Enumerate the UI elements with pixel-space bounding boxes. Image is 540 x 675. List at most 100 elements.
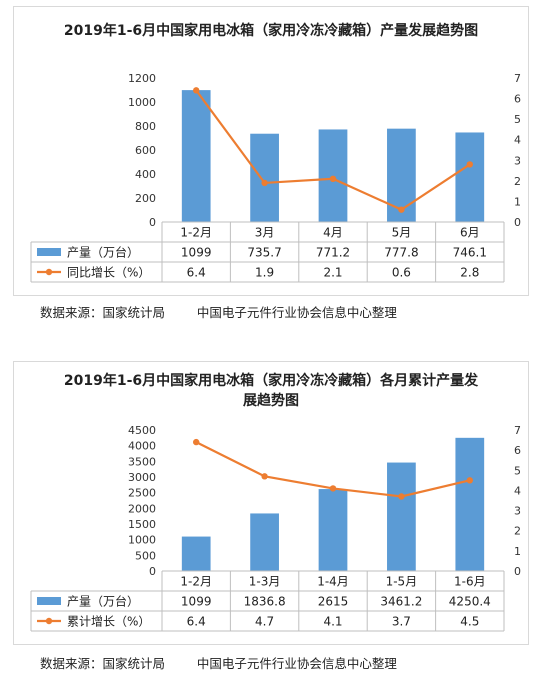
y-right-tick-label: 5 [514, 464, 521, 477]
legend-line-label: 累计增长（%） [67, 615, 150, 629]
bar-1 [181, 90, 211, 223]
x-tick-label: 1-3月 [249, 575, 281, 589]
y-left-tick-label: 400 [135, 168, 156, 181]
table-value-production: 746.1 [453, 246, 487, 260]
table-value-production: 4250.4 [449, 595, 491, 609]
table-value-growth: 4.7 [255, 615, 274, 629]
y-left-tick-label: 4000 [128, 440, 156, 453]
growth-point-1 [193, 438, 200, 446]
y-right-tick-label: 0 [514, 216, 521, 229]
growth-point-3 [329, 485, 337, 492]
y-left-tick-label: 2500 [128, 487, 156, 500]
y-left-tick-label: 600 [135, 144, 156, 157]
chart-title-text: 2019年1-6月中国家用电冰箱（家用冷冻冷藏箱）各月累计产量发展趋势图 [63, 373, 479, 409]
y-right-tick-label: 5 [514, 113, 521, 126]
y-left-tick-label: 3000 [128, 471, 156, 484]
growth-point-3 [329, 175, 337, 182]
compiler-text: 中国电子元件行业协会信息中心整理 [196, 656, 397, 671]
y-left-tick-label: 500 [135, 549, 156, 562]
table-value-production: 2615 [318, 595, 349, 609]
x-tick-label: 1-6月 [454, 575, 486, 589]
chart-title: 2019年1-6月中国家用电冰箱（家用冷冻冷藏箱）各月累计产量发展趋势图 [14, 371, 528, 411]
x-tick-label: 1-2月 [180, 226, 212, 240]
growth-point-4 [398, 493, 405, 500]
y-right-tick-label: 3 [514, 154, 521, 167]
table-value-growth: 2.1 [323, 266, 342, 280]
table-value-production: 1836.8 [244, 595, 286, 609]
chart-title-text: 2019年1-6月中国家用电冰箱（家用冷冻冷藏箱）产量发展趋势图 [63, 23, 479, 39]
x-tick-label: 3月 [255, 226, 275, 240]
chart-cumulative: 0 500 1000 1500 2000 2500 3000 3500 4000 4500 0 1 2 3… [30, 424, 521, 632]
growth-point-5 [466, 161, 473, 168]
y-left-tick-label: 1000 [128, 96, 156, 109]
y-right-tick-label: 1 [514, 545, 521, 558]
y-left-tick-label: 0 [149, 565, 156, 578]
y-right-tick-label: 4 [514, 134, 521, 147]
table-value-production: 735.7 [247, 246, 281, 260]
table-value-production: 777.8 [384, 246, 418, 260]
x-tick-label: 1-4月 [317, 575, 349, 589]
x-tick-label: 6月 [460, 226, 480, 240]
growth-point-4 [398, 206, 405, 213]
table-value-growth: 4.1 [323, 615, 342, 629]
y-left-tick-label: 3500 [128, 455, 156, 468]
x-tick-label: 1-2月 [180, 575, 212, 589]
bar-3 [318, 489, 348, 571]
y-left-tick-label: 1200 [128, 72, 156, 85]
chart-panel-production: 2019年1-6月中国家用电冰箱（家用冷冻冷藏箱）产量发展趋势图 0 200 400… [13, 6, 529, 296]
y-right-tick-label: 2 [514, 525, 521, 538]
bar-2 [250, 513, 279, 571]
bar-4 [387, 462, 416, 571]
y-right-tick-label: 4 [514, 484, 521, 497]
y-left-tick-label: 2000 [128, 502, 156, 515]
table-value-growth: 0.6 [392, 266, 411, 280]
table-value-growth: 3.7 [392, 615, 411, 629]
legend-bar-swatch [37, 248, 61, 256]
legend-line-label: 同比增长（%） [67, 266, 150, 280]
y-right-tick-label: 1 [514, 195, 521, 208]
x-tick-label: 5月 [392, 226, 412, 240]
bar-5 [455, 132, 485, 222]
x-tick-label: 1-5月 [386, 575, 418, 589]
source-text: 数据来源：国家统计局 [40, 656, 166, 671]
growth-point-1 [193, 87, 200, 94]
table-value-production: 1099 [181, 595, 212, 609]
table-value-growth: 6.4 [187, 266, 206, 280]
y-right-tick-label: 3 [514, 505, 521, 518]
y-left-tick-label: 0 [149, 216, 156, 229]
legend-bar-label: 产量（万台） [67, 245, 139, 260]
y-left-tick-label: 1500 [128, 518, 156, 531]
table-value-growth: 6.4 [187, 615, 206, 629]
table-value-growth: 1.9 [255, 266, 274, 280]
source-note: 数据来源：国家统计局 中国电子元件行业协会信息中心整理 [40, 653, 397, 672]
y-left-tick-label: 4500 [128, 424, 156, 437]
y-right-tick-label: 0 [514, 565, 521, 578]
y-right-tick-label: 6 [514, 444, 521, 457]
source-text: 数据来源：国家统计局 [40, 305, 166, 320]
chart-panel-cumulative: 2019年1-6月中国家用电冰箱（家用冷冻冷藏箱）各月累计产量发展趋势图 0 50… [13, 361, 529, 645]
legend-bar-swatch [37, 597, 61, 605]
y-right-tick-label: 2 [514, 175, 521, 188]
compiler-text: 中国电子元件行业协会信息中心整理 [196, 305, 397, 320]
legend-line-marker [45, 617, 53, 625]
y-right-tick-label: 7 [514, 72, 521, 85]
y-left-tick-label: 1000 [128, 534, 156, 547]
legend-line-marker [45, 268, 53, 276]
bar-1 [181, 536, 211, 571]
legend-bar-label: 产量（万台） [67, 594, 139, 609]
table-value-production: 771.2 [316, 246, 350, 260]
y-right-tick-label: 7 [514, 424, 521, 437]
growth-point-2 [261, 473, 268, 480]
y-left-tick-label: 200 [135, 192, 156, 205]
chart-production: 0 200 400 600 800 1000 1200 0 1 2 3 4 5 6 7 1-2月 3月 4月 5月 6… [30, 72, 521, 283]
growth-point-2 [261, 179, 268, 187]
growth-point-5 [466, 477, 473, 484]
table-value-production: 1099 [181, 246, 212, 260]
y-left-tick-label: 800 [135, 120, 156, 133]
x-tick-label: 4月 [323, 226, 343, 240]
y-right-tick-label: 6 [514, 93, 521, 106]
bar-2 [250, 133, 279, 222]
chart-title: 2019年1-6月中国家用电冰箱（家用冷冻冷藏箱）产量发展趋势图 [14, 21, 528, 41]
table-value-growth: 2.8 [460, 266, 479, 280]
table-value-production: 3461.2 [380, 595, 422, 609]
